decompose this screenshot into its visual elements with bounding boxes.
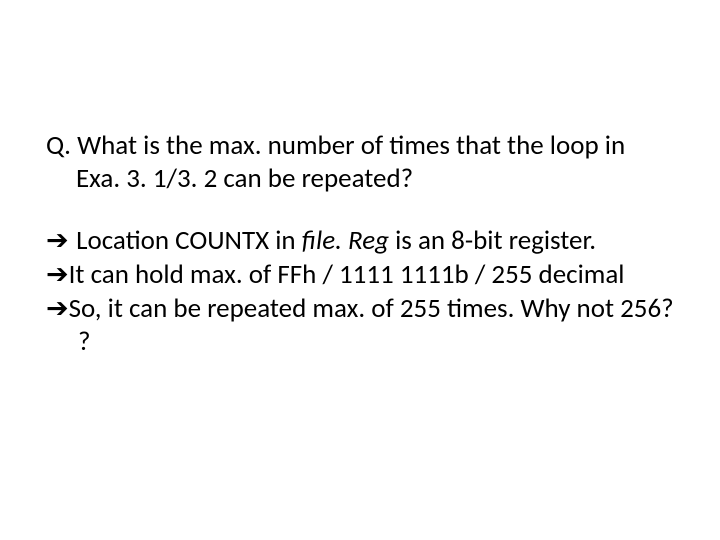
arrow-icon: ➔ — [46, 293, 69, 323]
slide: Q. What is the max. number of times that… — [0, 0, 720, 540]
arrow-icon: ➔ — [46, 259, 69, 289]
line2-text: It can hold max. of FFh / 1111 1111b / 2… — [69, 258, 625, 291]
answer-line-2: ➔It can hold max. of FFh / 1111 1111b / … — [46, 258, 674, 292]
question-paragraph: Q. What is the max. number of times that… — [46, 130, 674, 196]
answer-line-3: ➔So, it can be repeated max. of 255 time… — [46, 292, 674, 359]
line1-after: is an 8-bit register. — [389, 224, 596, 257]
answer-line-1: ➔ Location COUNTX in file. Reg is an 8-b… — [46, 224, 674, 258]
question-text: Q. What is the max. number of times that… — [46, 129, 625, 195]
line3-text: So, it can be repeated max. of 255 times… — [69, 292, 674, 358]
line1-italic: file. Reg — [302, 224, 389, 257]
line1-before: Location COUNTX in — [76, 224, 302, 257]
arrow-icon: ➔ — [46, 225, 76, 255]
